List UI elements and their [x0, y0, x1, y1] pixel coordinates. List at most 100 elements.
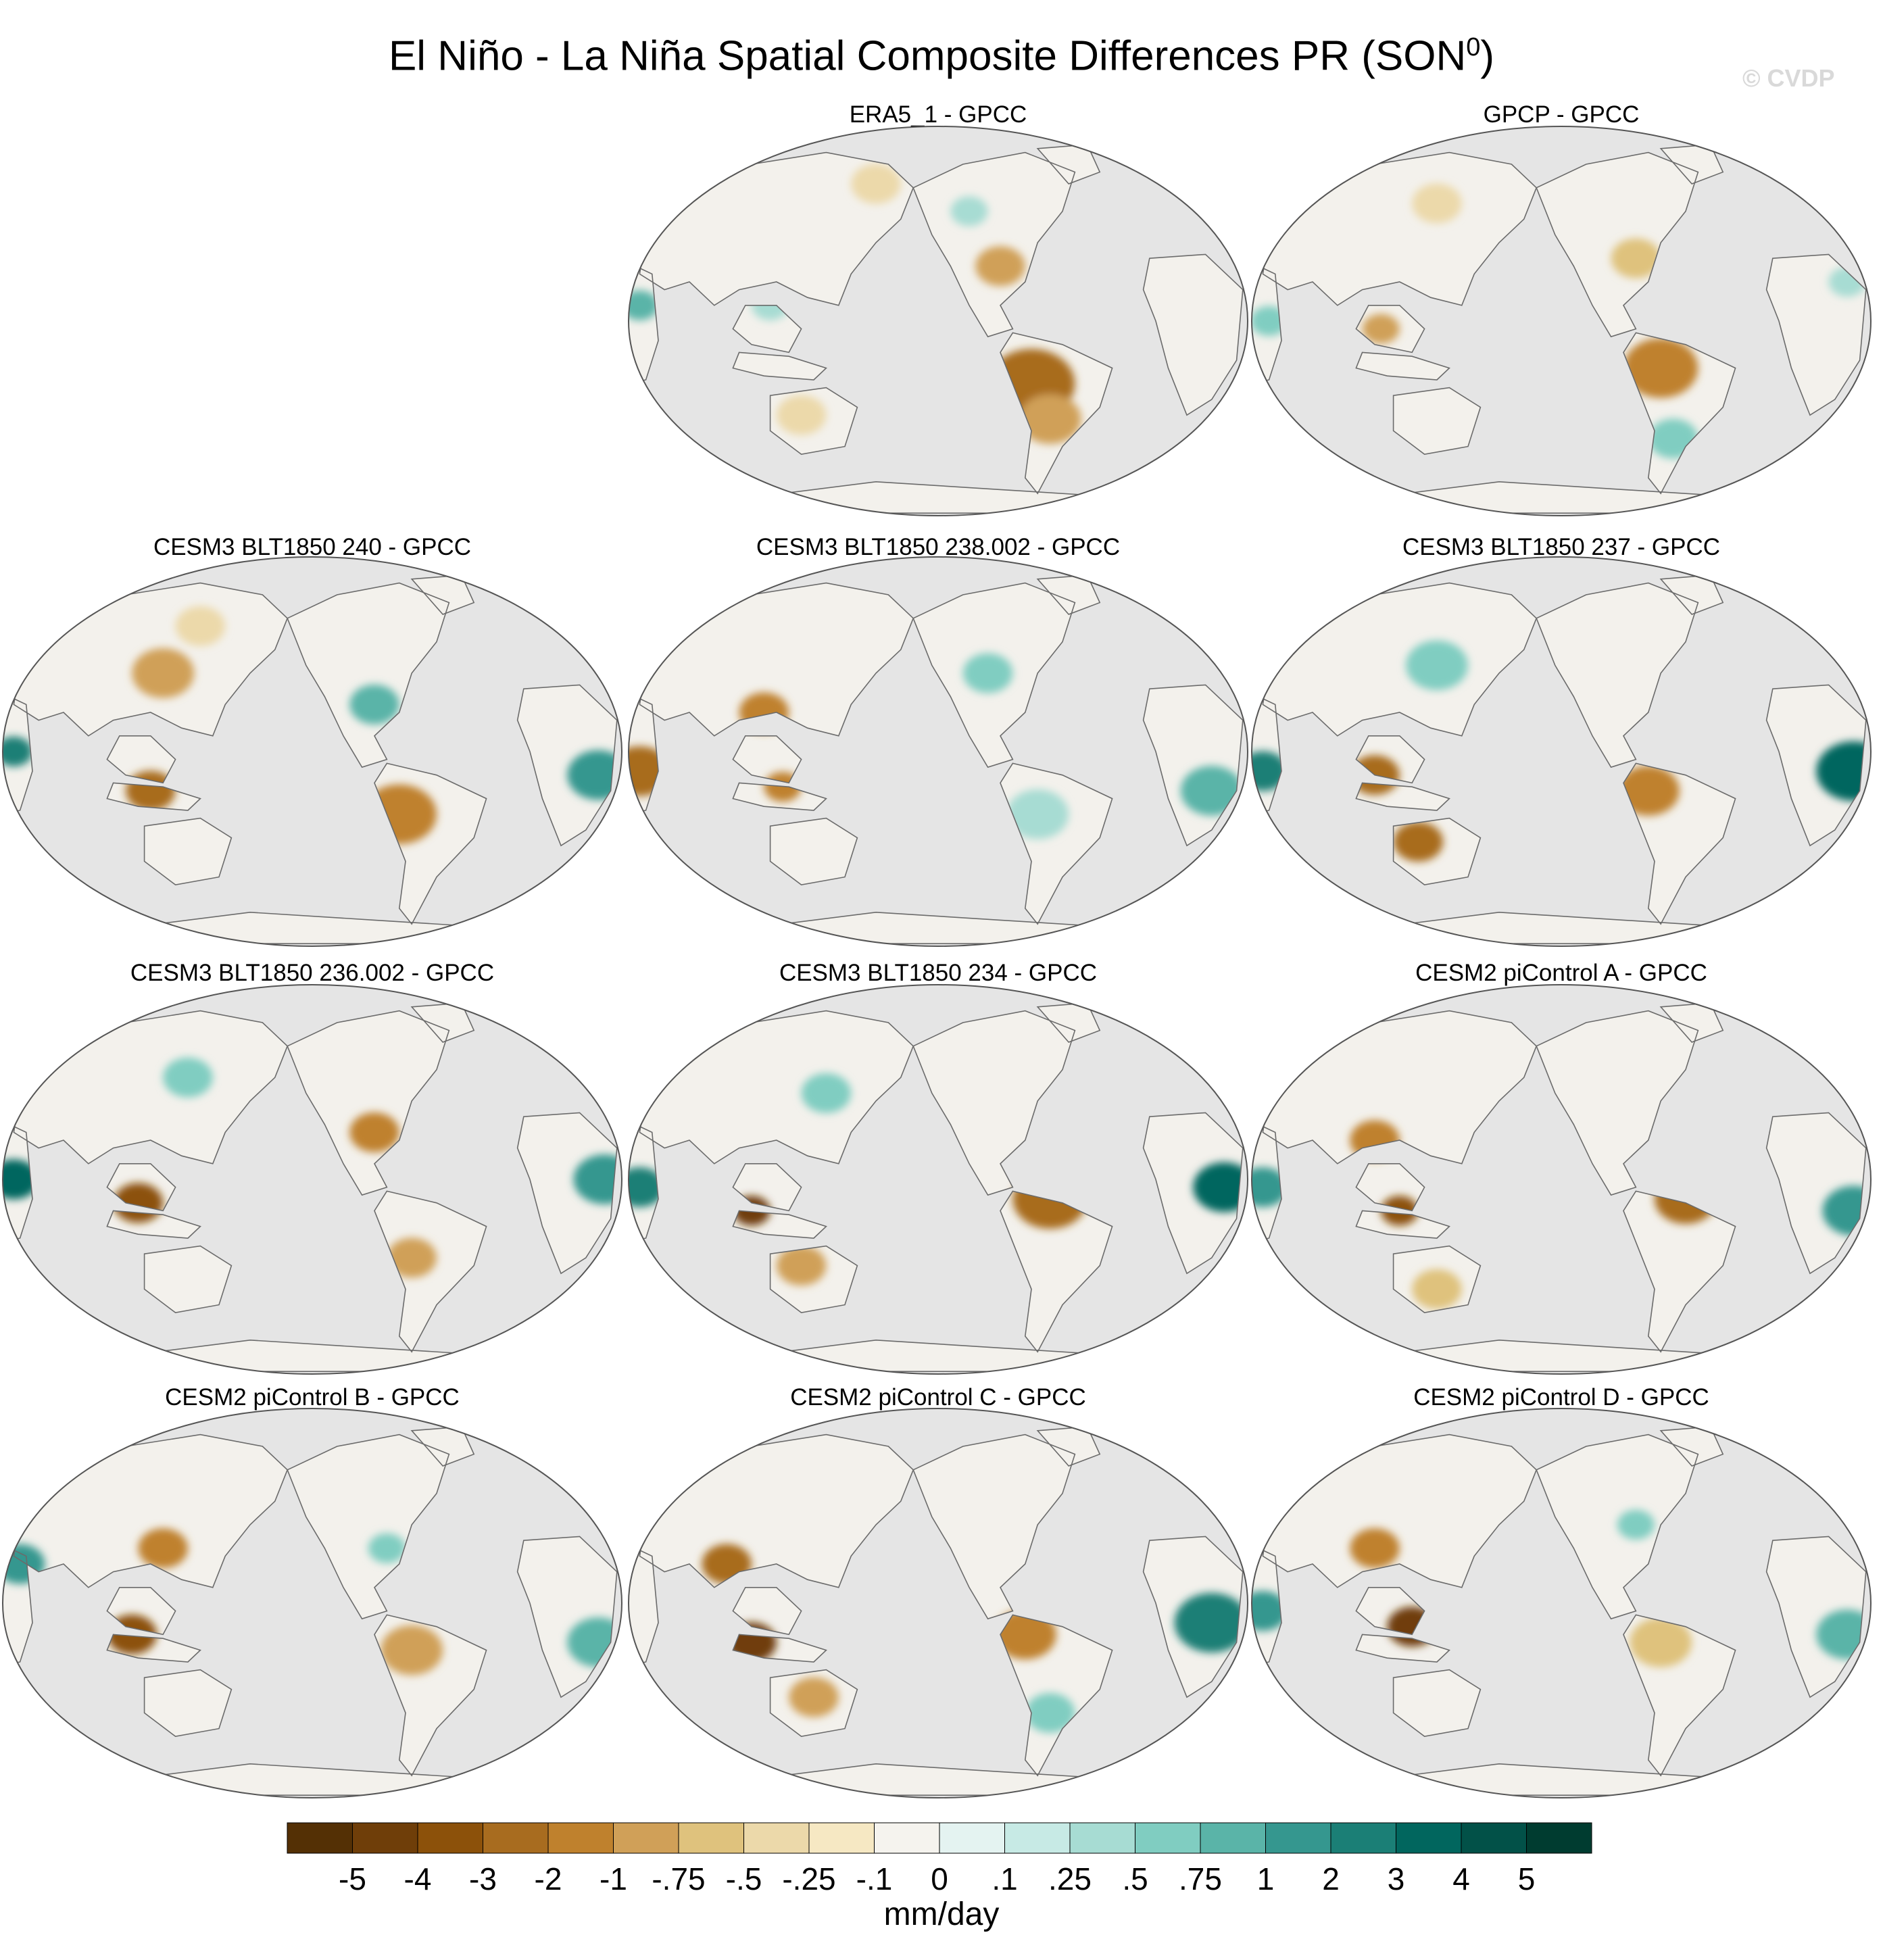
map-panel-cesm2-c — [628, 1408, 1248, 1798]
coastline-australia — [1392, 817, 1482, 886]
coastline-africa — [516, 684, 618, 847]
coastline-eurasia — [639, 582, 914, 737]
coastline-eurasia — [13, 582, 289, 737]
coastline-seasia — [1355, 735, 1425, 784]
anomaly-region — [1623, 338, 1698, 398]
anomaly-region — [163, 1057, 213, 1098]
coastline-greenland — [410, 1426, 475, 1467]
coastline-westafrica — [629, 1543, 659, 1667]
anomaly-region — [801, 1073, 852, 1113]
coastline-westafrica — [1252, 691, 1282, 815]
colorbar-swatch-6 — [678, 1822, 744, 1854]
coastline-africa — [516, 1536, 618, 1698]
colorbar-tick-label: 2 — [1322, 1861, 1340, 1896]
coastline-westafrica — [1252, 1119, 1282, 1243]
coastline-greenland — [1036, 1002, 1101, 1043]
coastline-africa — [1142, 684, 1244, 847]
colorbar — [287, 1822, 1592, 1854]
map-panel-cesm3-240 — [2, 556, 622, 947]
coastline-seasia — [1355, 1586, 1425, 1636]
panel-title-era5: ERA5_1 - GPCC — [849, 101, 1027, 128]
map-border — [1251, 984, 1872, 1375]
coastline-australia — [769, 1669, 858, 1738]
map-panel-cesm3-234 — [628, 984, 1248, 1375]
coastline-greenland — [1659, 144, 1724, 185]
coastline-westafrica — [629, 1119, 659, 1243]
coastline-greenland — [410, 574, 475, 615]
anomaly-region — [1816, 741, 1866, 802]
map-border — [628, 556, 1248, 947]
coastline-samerica — [1000, 1614, 1113, 1777]
coastline-australia — [1392, 1669, 1482, 1738]
colorbar-swatch-10 — [939, 1822, 1005, 1854]
coastline-samerica — [374, 762, 487, 925]
anomaly-region — [138, 1528, 188, 1569]
coastline-samerica — [1000, 762, 1113, 925]
coastline-seasia — [1355, 304, 1425, 353]
coastline-westafrica — [1252, 1543, 1282, 1667]
coastline-africa — [1765, 684, 1867, 847]
colorbar-tick-label: 1 — [1256, 1861, 1275, 1896]
coastline-greenland — [1659, 574, 1724, 615]
anomaly-region — [1630, 1617, 1692, 1667]
coastline-samerica — [374, 1190, 487, 1353]
colorbar-units: mm/day — [883, 1896, 1000, 1932]
coastline-eurasia — [13, 1010, 289, 1165]
coastline-australia — [1392, 1245, 1482, 1314]
panel-title-cesm3-234: CESM3 BLT1850 234 - GPCC — [779, 960, 1098, 986]
coastline-namerica — [912, 582, 1076, 768]
colorbar-tick-label: 5 — [1517, 1861, 1536, 1896]
anomaly-region — [132, 648, 195, 698]
coastline-namerica — [1536, 582, 1699, 768]
coastline-indonesia — [1355, 1634, 1450, 1663]
colorbar-tick-label: -.1 — [856, 1861, 893, 1896]
coastline-greenland — [1659, 1426, 1724, 1467]
coastline-samerica — [1000, 332, 1113, 495]
map-border — [628, 984, 1248, 1375]
map-panel-cesm3-237 — [1251, 556, 1872, 947]
coastline-namerica — [912, 151, 1076, 338]
coastline-samerica — [374, 1614, 487, 1777]
anomaly-region — [1019, 394, 1081, 444]
coastline-indonesia — [106, 1210, 201, 1239]
map-border — [2, 556, 622, 947]
anomaly-region — [789, 1677, 839, 1717]
panel-title-cesm2-b: CESM2 piControl B - GPCC — [165, 1384, 460, 1411]
anomaly-region — [629, 290, 658, 320]
coastline-westafrica — [3, 691, 33, 815]
map-panel-gpcp — [1251, 126, 1872, 516]
coastline-indonesia — [732, 782, 827, 811]
anomaly-region — [1350, 1528, 1400, 1569]
coastline-seasia — [732, 304, 802, 353]
colorbar-tick-label: -4 — [404, 1861, 432, 1896]
coastline-samerica — [1000, 1190, 1113, 1353]
coastline-indonesia — [1355, 351, 1450, 381]
coastline-samerica — [1623, 1614, 1736, 1777]
coastline-africa — [1765, 1112, 1867, 1275]
map-border — [1251, 556, 1872, 947]
coastline-westafrica — [1252, 261, 1282, 385]
coastline-westafrica — [3, 1543, 33, 1667]
coastline-eurasia — [13, 1434, 289, 1588]
coastline-namerica — [287, 582, 450, 768]
anomaly-region — [1252, 1591, 1288, 1632]
map-panel-cesm2-d — [1251, 1408, 1872, 1798]
coastline-australia — [769, 817, 858, 886]
anomaly-region — [962, 653, 1013, 693]
map-panel-era5 — [628, 126, 1248, 516]
map-border — [1251, 126, 1872, 516]
coastline-indonesia — [732, 1210, 827, 1239]
colorbar-tick-label: 3 — [1387, 1861, 1405, 1896]
coastline-indonesia — [732, 1634, 827, 1663]
colorbar-swatch-9 — [874, 1822, 940, 1854]
coastline-namerica — [912, 1010, 1076, 1196]
coastline-seasia — [106, 735, 176, 784]
page-title: El Niño - La Niña Spatial Composite Diff… — [388, 32, 1495, 80]
panel-title-cesm3-240: CESM3 BLT1850 240 - GPCC — [153, 534, 472, 560]
anomaly-region — [776, 1246, 827, 1286]
anomaly-region — [349, 1112, 399, 1152]
coastline-westafrica — [629, 691, 659, 815]
anomaly-region — [387, 1238, 437, 1278]
anomaly-region — [1617, 766, 1680, 816]
colorbar-swatch-13 — [1135, 1822, 1201, 1854]
